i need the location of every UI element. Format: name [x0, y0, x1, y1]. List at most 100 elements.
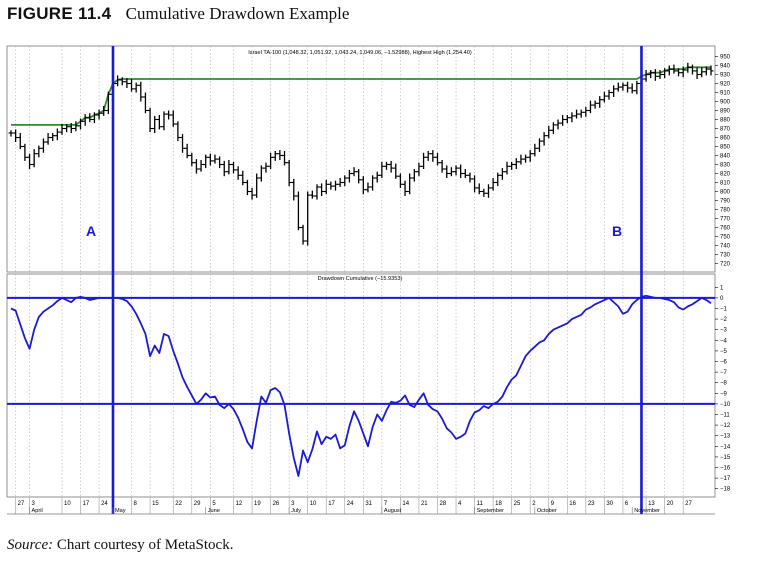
price-bar: [22, 143, 28, 161]
price-bar: [472, 175, 478, 193]
price-bar: [504, 161, 510, 175]
drawdown-y-tick-label: −16: [720, 466, 731, 472]
drawdown-y-tick-label: −8: [720, 381, 728, 387]
price-bar: [611, 85, 617, 97]
x-tick-label: 27: [685, 501, 692, 507]
drawdown-line: [10, 294, 712, 477]
price-bar: [45, 133, 51, 145]
marker-label-b: B: [612, 223, 622, 239]
price-bar: [133, 82, 139, 93]
price-bar: [184, 143, 190, 159]
price-bar: [606, 89, 612, 100]
x-tick-label: 24: [347, 501, 354, 507]
x-tick-label: 20: [667, 501, 674, 507]
price-y-tick-label: 840: [720, 154, 731, 160]
price-y-tick-label: 820: [720, 172, 731, 178]
price-bar: [620, 82, 626, 91]
price-bar: [300, 224, 306, 245]
x-month-label: October: [537, 508, 557, 514]
price-bar: [662, 68, 668, 79]
price-bar: [360, 176, 366, 195]
price-bar: [671, 64, 677, 74]
x-tick-label: 4: [458, 501, 462, 507]
price-bar: [587, 100, 593, 114]
price-bar: [221, 160, 227, 177]
price-y-tick-label: 780: [720, 208, 731, 214]
price-y-tick-label: 940: [720, 64, 731, 70]
price-bar: [277, 150, 283, 160]
price-y-tick-label: 720: [720, 262, 731, 268]
drawdown-y-tick-label: 1: [720, 285, 724, 291]
price-bar: [156, 115, 162, 130]
price-y-tick-label: 800: [720, 190, 731, 196]
price-bar: [50, 133, 56, 142]
price-y-tick-label: 910: [720, 91, 731, 97]
price-bar: [458, 164, 464, 178]
price-bar: [268, 152, 274, 169]
drawdown-y-tick-label: −3: [720, 328, 728, 334]
price-y-tick-label: 950: [720, 55, 731, 61]
price-bar: [518, 154, 524, 165]
price-bar: [36, 145, 42, 158]
price-bar: [64, 124, 70, 133]
price-bar: [485, 184, 491, 198]
x-tick-label: 15: [152, 501, 159, 507]
drawdown-y-tick-label: 0: [720, 296, 724, 302]
price-bar: [198, 160, 204, 172]
source-text: Chart courtesy of MetaStock.: [56, 537, 234, 553]
price-bar: [249, 187, 255, 200]
price-bar: [578, 109, 584, 118]
price-bar: [397, 173, 403, 188]
x-tick-label: 10: [310, 501, 317, 507]
price-bar: [513, 158, 519, 169]
price-bar: [101, 106, 107, 116]
price-bar: [54, 128, 60, 141]
drawdown-y-tick-label: −13: [720, 434, 731, 440]
drawdown-y-tick-label: −5: [720, 349, 728, 355]
drawdown-y-tick-label: −11: [720, 413, 730, 419]
price-bar: [91, 112, 97, 124]
price-y-tick-label: 790: [720, 199, 731, 205]
price-bar: [421, 152, 427, 169]
price-y-tick-label: 740: [720, 244, 731, 250]
price-bar: [240, 170, 246, 186]
x-tick-label: 17: [83, 501, 90, 507]
price-bar: [592, 100, 598, 109]
price-bar: [550, 122, 556, 134]
price-bar: [161, 111, 167, 131]
price-bar: [416, 162, 422, 177]
price-bar: [481, 188, 487, 197]
x-month-label: November: [634, 508, 660, 514]
drawdown-y-tick-label: −10: [720, 402, 731, 408]
price-bar: [346, 169, 352, 183]
price-bar: [583, 106, 589, 117]
price-bar: [453, 165, 459, 176]
price-bar: [231, 161, 237, 174]
price-bar: [170, 110, 176, 127]
price-bar: [356, 169, 362, 184]
price-bar: [652, 69, 658, 81]
price-bar: [444, 165, 450, 178]
price-bar: [411, 169, 417, 182]
price-y-tick-label: 830: [720, 163, 731, 169]
price-bar: [629, 83, 635, 94]
price-bar: [546, 125, 552, 139]
price-bar: [532, 143, 538, 157]
x-tick-label: 10: [64, 501, 71, 507]
drawdown-y-tick-label: −9: [720, 391, 728, 397]
x-tick-label: 6: [625, 501, 629, 507]
x-tick-label: 12: [236, 501, 243, 507]
price-bar: [476, 183, 482, 195]
x-tick-label: 5: [212, 501, 216, 507]
price-bar: [328, 181, 334, 190]
drawdown-panel-title: Drawdown Cumulative (−15.9353): [318, 276, 403, 282]
x-tick-label: 11: [477, 501, 484, 507]
price-y-tick-label: 890: [720, 109, 731, 115]
price-bar: [666, 65, 672, 76]
price-bar: [13, 129, 19, 142]
price-bar: [615, 82, 621, 92]
price-bar: [523, 154, 529, 163]
x-tick-label: 3: [291, 501, 295, 507]
price-panel-title: Israel TA-100 (1,048.32, 1,051.92, 1,043…: [248, 50, 472, 56]
x-tick-label: 25: [514, 501, 521, 507]
